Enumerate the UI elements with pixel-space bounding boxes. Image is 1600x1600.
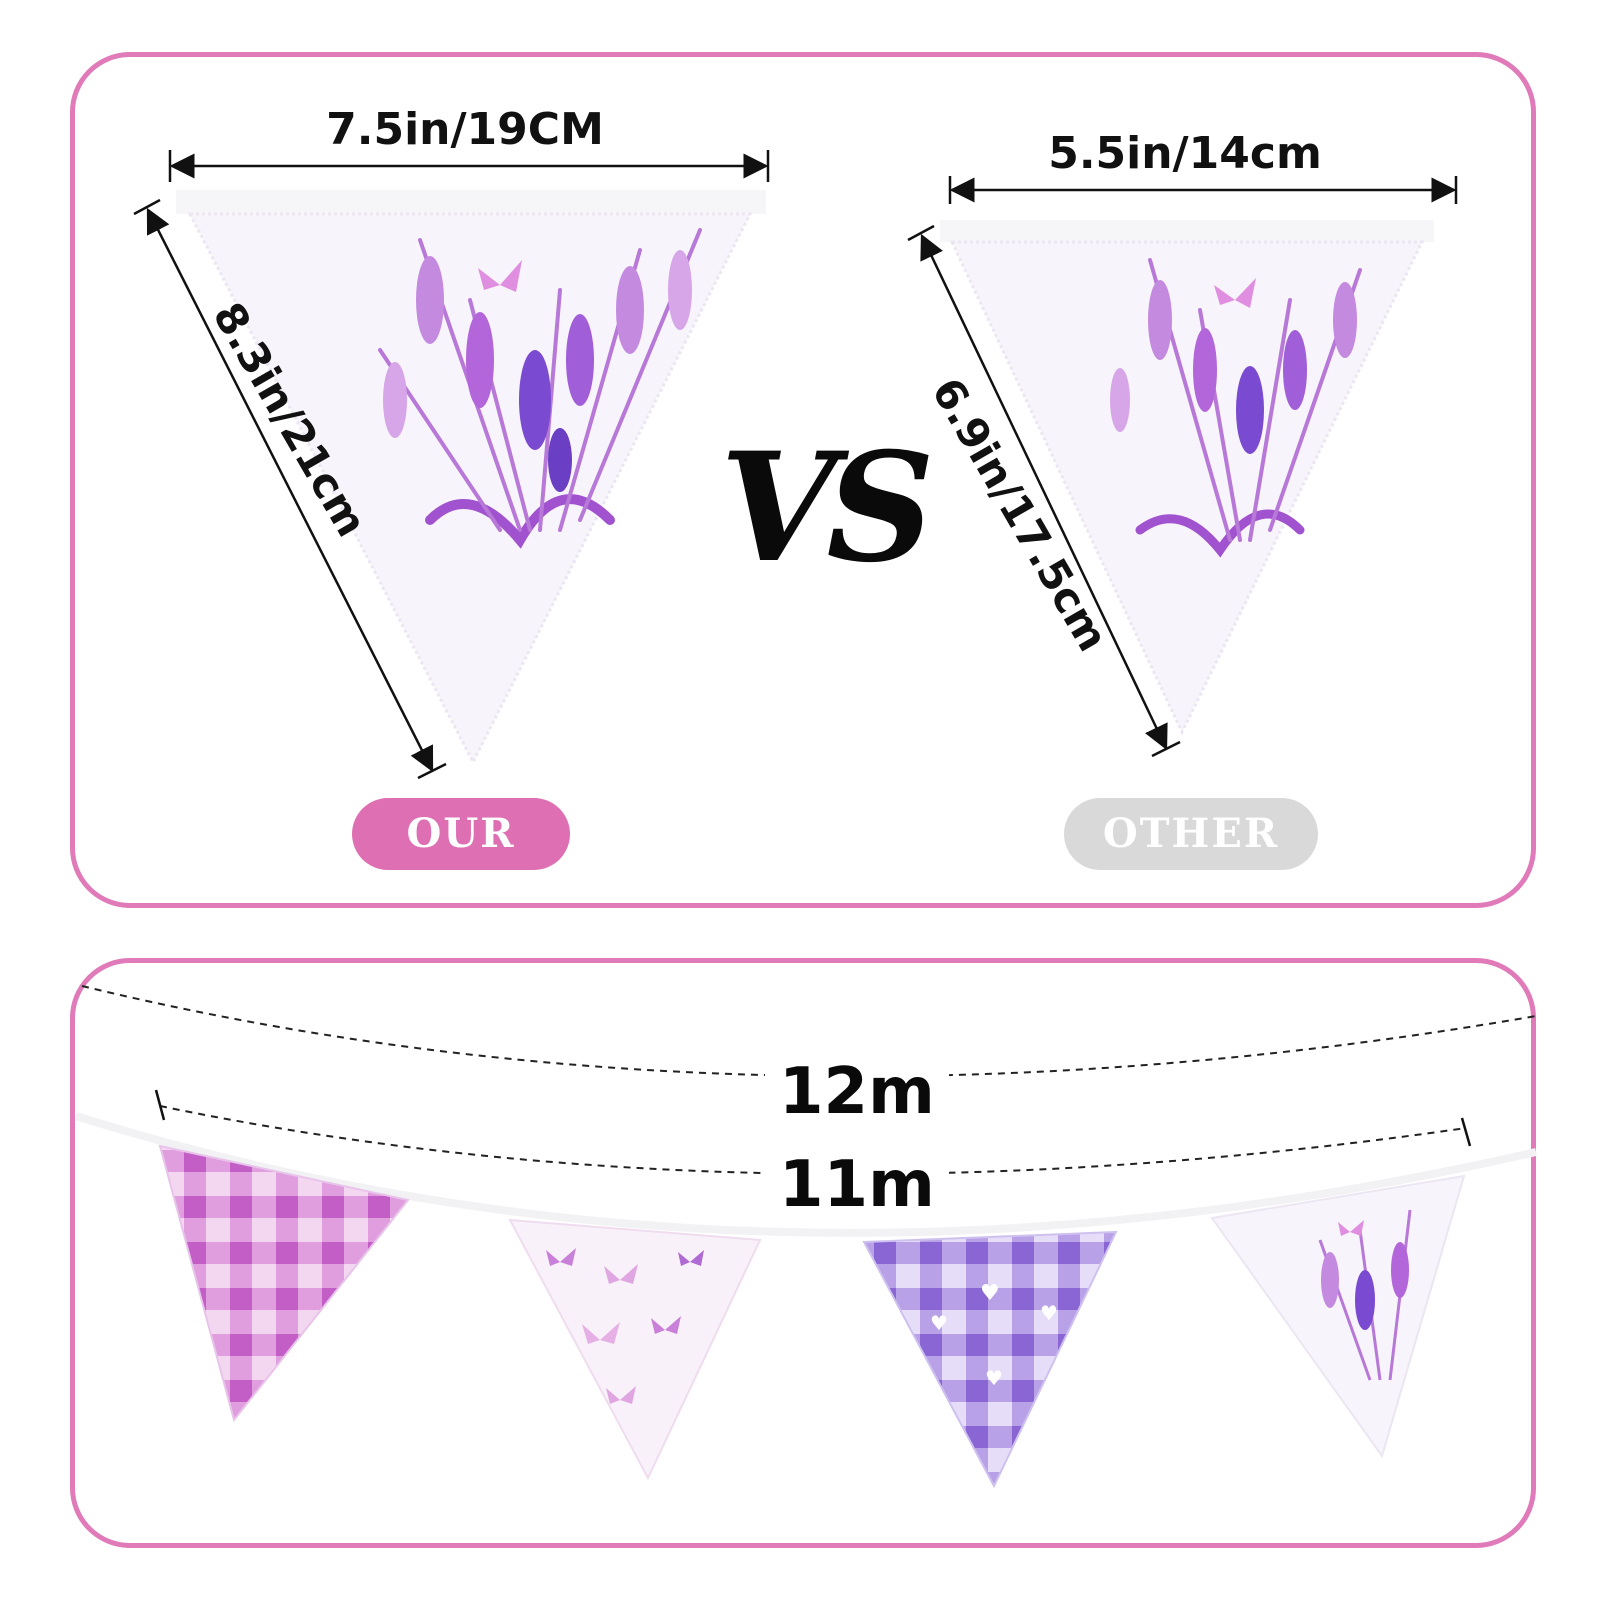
other-width-arrow [948, 176, 1458, 204]
heart-icon: ♥ [1040, 1301, 1058, 1325]
length-12m-label: 12m [765, 1055, 949, 1129]
our-width-label: 7.5in/19CM [326, 104, 604, 155]
butterfly-icon [606, 1386, 636, 1404]
pennant-purple-gingham: ♥ ♥ ♥ ♥ [862, 1230, 1118, 1489]
butterfly-icon [678, 1250, 704, 1266]
our-pennant-binding [176, 190, 766, 214]
our-side-arrow [133, 198, 447, 780]
butterfly-icon [546, 1248, 576, 1266]
pennant-butterflies [508, 1218, 762, 1481]
length-12m-line [81, 985, 1537, 1078]
butterfly-icon [604, 1264, 638, 1284]
other-badge: OTHER [1064, 798, 1318, 870]
heart-icon: ♥ [930, 1311, 948, 1335]
other-width-label: 5.5in/14cm [1048, 128, 1322, 179]
our-width-arrow [168, 150, 770, 182]
pennant-lavender [1210, 1174, 1466, 1459]
butterfly-icon [651, 1316, 681, 1334]
vs-label: VS [720, 420, 935, 596]
our-badge: OUR [352, 798, 570, 870]
length-11m-start-tick [154, 1089, 166, 1121]
heart-icon: ♥ [985, 1366, 1003, 1390]
length-11m-end-tick [1460, 1117, 1472, 1147]
butterfly-icon [582, 1322, 620, 1344]
bunting-string [74, 1112, 1537, 1237]
pennant-pink-gingham [158, 1144, 410, 1423]
our-pennant [176, 190, 766, 766]
heart-icon: ♥ [980, 1281, 1000, 1306]
other-pennant-binding [940, 220, 1434, 242]
length-11m-line [159, 1105, 1467, 1176]
length-11m-label: 11m [765, 1148, 949, 1222]
other-side-arrow [907, 224, 1181, 758]
